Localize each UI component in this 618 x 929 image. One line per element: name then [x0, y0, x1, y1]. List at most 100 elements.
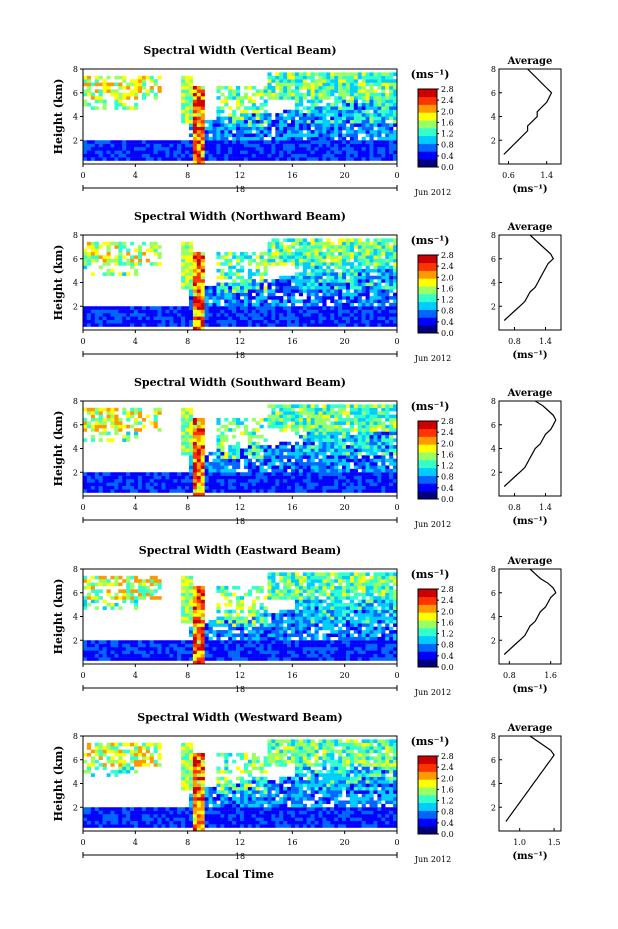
heatmap-cell: [134, 248, 139, 253]
heatmap-cell: [228, 153, 233, 158]
heatmap-cell: [365, 75, 370, 80]
heatmap-cell: [381, 414, 386, 419]
heatmap-cell: [224, 589, 229, 593]
heatmap-cell: [90, 643, 95, 648]
heatmap-cell: [357, 241, 362, 246]
heatmap-cell: [330, 126, 335, 131]
heatmap-cell: [389, 72, 394, 76]
heatmap-cell: [271, 119, 276, 124]
heatmap-cell: [90, 653, 95, 658]
heatmap-cell: [326, 96, 331, 100]
heatmap-cell: [122, 479, 127, 483]
heatmap-cell: [196, 251, 201, 256]
heatmap-cell: [83, 647, 88, 651]
heatmap-cell: [83, 150, 88, 155]
heatmap-cell: [369, 123, 374, 127]
heatmap-cell: [298, 299, 304, 304]
heatmap-cell: [393, 245, 398, 249]
heatmap-cell: [243, 157, 249, 161]
heatmap-cell: [342, 136, 347, 141]
heatmap-cell: [275, 143, 280, 148]
heatmap-cell: [338, 319, 343, 324]
heatmap-cell: [196, 599, 201, 604]
heatmap-cell: [173, 482, 178, 487]
heatmap-cell: [298, 126, 304, 131]
heatmap-cell: [322, 479, 327, 483]
heatmap-cell: [86, 640, 92, 644]
heatmap-cell: [220, 150, 225, 155]
heatmap-cell: [161, 657, 166, 661]
heatmap-cell: [393, 109, 398, 114]
heatmap-cell: [185, 241, 190, 246]
heatmap-cell: [185, 451, 190, 456]
heatmap-cell: [291, 275, 296, 280]
heatmap-cell: [338, 106, 343, 110]
heatmap-cell: [389, 306, 394, 310]
heatmap-cell: [334, 316, 339, 321]
heatmap-cell: [361, 458, 366, 463]
colorbar-tick-label: 2.0: [441, 439, 454, 448]
heatmap-cell: [114, 485, 119, 490]
heatmap-cell: [86, 153, 92, 158]
heatmap-cell: [326, 79, 331, 83]
heatmap-cell: [330, 465, 335, 470]
heatmap-cell: [385, 268, 390, 273]
heatmap-cell: [98, 245, 103, 249]
heatmap-cell: [224, 640, 229, 644]
heatmap-cell: [259, 113, 264, 117]
heatmap-cell: [326, 265, 331, 270]
heatmap-cell: [220, 272, 225, 276]
heatmap-cell: [196, 589, 201, 593]
heatmap-cell: [310, 404, 315, 408]
heatmap-cell: [224, 285, 229, 290]
day-label: 18: [235, 351, 245, 360]
heatmap-cell: [157, 640, 162, 644]
heatmap-cell: [232, 489, 237, 493]
heatmap-cell: [83, 438, 88, 442]
y-tick-label: 2: [73, 302, 78, 311]
heatmap-cell: [318, 126, 323, 131]
heatmap-cell: [302, 126, 307, 131]
heatmap-cell: [220, 438, 225, 442]
heatmap-cell: [294, 109, 300, 114]
heatmap-cell: [393, 119, 398, 124]
heatmap-cell: [267, 157, 272, 161]
heatmap-cell: [212, 451, 217, 456]
heatmap-cell: [318, 140, 323, 144]
heatmap-cell: [353, 119, 358, 124]
heatmap-cell: [275, 289, 280, 293]
spectral-width-heatmap: [83, 572, 398, 665]
heatmap-cell: [263, 472, 268, 476]
heatmap-cell: [149, 153, 154, 158]
heatmap-cell: [224, 479, 229, 483]
heatmap-cell: [220, 445, 225, 449]
heatmap-cell: [310, 414, 315, 419]
heatmap-cell: [228, 89, 233, 93]
heatmap-cell: [216, 282, 221, 287]
heatmap-cell: [122, 241, 127, 246]
heatmap-cell: [153, 251, 158, 256]
heatmap-cell: [385, 414, 390, 419]
heatmap-cell: [271, 455, 276, 459]
heatmap-cell: [220, 323, 225, 327]
heatmap-cell: [373, 140, 378, 144]
heatmap-cell: [86, 485, 92, 490]
heatmap-cell: [200, 299, 205, 304]
colorbar-tick-label: 2.4: [441, 96, 454, 105]
heatmap-cell: [169, 150, 174, 155]
heatmap-cell: [345, 472, 351, 476]
heatmap-cell: [204, 643, 209, 648]
heatmap-cell: [377, 319, 382, 324]
heatmap-cell: [243, 296, 249, 300]
heatmap-cell: [130, 316, 135, 321]
heatmap-cell: [208, 126, 213, 131]
heatmap-cell: [106, 157, 111, 161]
heatmap-cell: [263, 272, 268, 276]
colorbar-swatch: [418, 421, 437, 430]
heatmap-cell: [157, 475, 162, 480]
heatmap-cell: [192, 265, 198, 270]
heatmap-cell: [204, 485, 209, 490]
heatmap-cell: [322, 150, 327, 155]
heatmap-cell: [259, 489, 264, 493]
heatmap-cell: [314, 434, 319, 439]
